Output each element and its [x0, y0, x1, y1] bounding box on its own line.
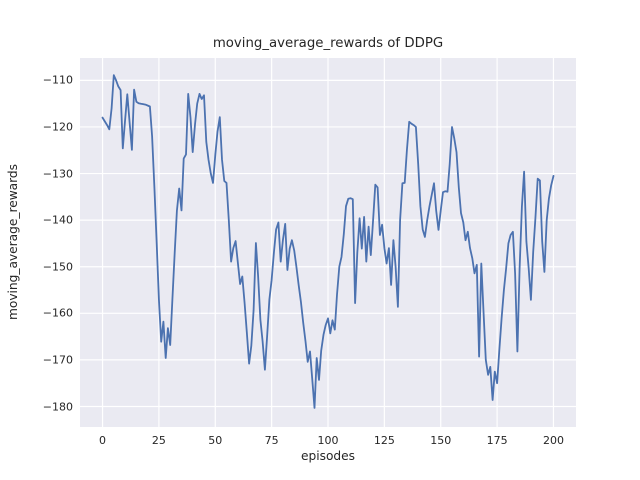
y-tick-label: −130: [42, 167, 73, 181]
chart-svg: [80, 58, 576, 427]
x-tick-label: 125: [373, 434, 395, 447]
y-tick-label: −150: [42, 260, 73, 274]
x-axis-label: episodes: [300, 449, 355, 463]
x-tick-label: 0: [99, 434, 107, 447]
y-tick-label: −120: [42, 120, 73, 134]
reward-line: [101, 74, 555, 409]
y-tick-label: −110: [42, 73, 73, 87]
x-tick-label: 75: [264, 434, 279, 447]
x-tick-label: 150: [430, 434, 452, 447]
x-tick-label: 175: [486, 434, 508, 447]
x-tick-label: 25: [151, 434, 166, 447]
y-tick-label: −180: [42, 400, 73, 413]
x-tick-label: 50: [208, 434, 223, 447]
chart-title: moving_average_rewards of DDPG: [212, 36, 444, 51]
gridlines: [80, 58, 576, 427]
y-tick-label: −140: [42, 213, 73, 227]
x-tick-label: 200: [542, 434, 564, 447]
y-tick-label: −170: [42, 353, 73, 367]
plot-area: [80, 58, 576, 427]
x-tick-label: 100: [317, 434, 339, 447]
y-tick-label: −160: [42, 306, 73, 320]
y-axis-label: moving_average_rewards: [6, 163, 20, 321]
